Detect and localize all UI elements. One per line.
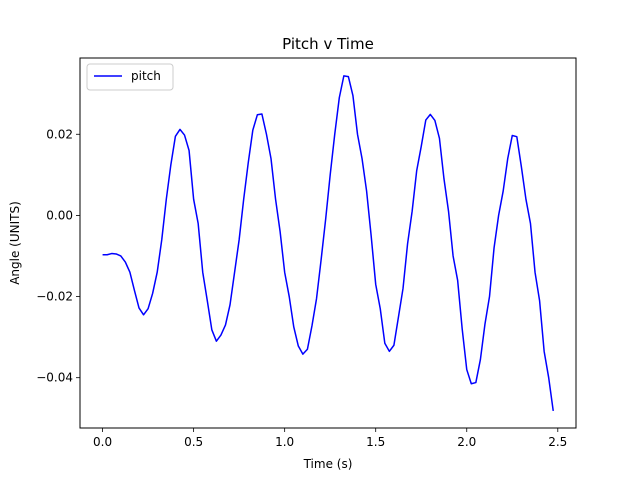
y-axis-label: Angle (UNITS) (8, 201, 22, 285)
series-layer (102, 75, 554, 412)
x-axis-label: Time (s) (303, 457, 353, 471)
y-tick-label: −0.02 (36, 290, 73, 304)
x-axis-ticks: 0.0 0.5 1.0 1.5 2.0 2.5 (93, 428, 567, 449)
chart-title: Pitch v Time (282, 35, 374, 53)
legend-label-pitch: pitch (131, 69, 161, 83)
x-tick-label: 0.0 (93, 435, 112, 449)
y-tick-label: 0.00 (46, 208, 73, 222)
plot-area (80, 58, 576, 428)
series-line-pitch (102, 75, 554, 412)
x-tick-label: 2.0 (457, 435, 476, 449)
y-tick-label: −0.04 (36, 371, 73, 385)
x-tick-label: 1.0 (275, 435, 294, 449)
x-tick-label: 0.5 (184, 435, 203, 449)
y-axis-ticks: −0.04 −0.02 0.00 0.02 (36, 127, 80, 385)
x-tick-label: 2.5 (548, 435, 567, 449)
legend-box (86, 63, 174, 91)
plot-frame (79, 57, 577, 429)
legend: pitch (86, 63, 174, 91)
y-tick-label: 0.02 (46, 127, 73, 141)
x-tick-label: 1.5 (366, 435, 385, 449)
